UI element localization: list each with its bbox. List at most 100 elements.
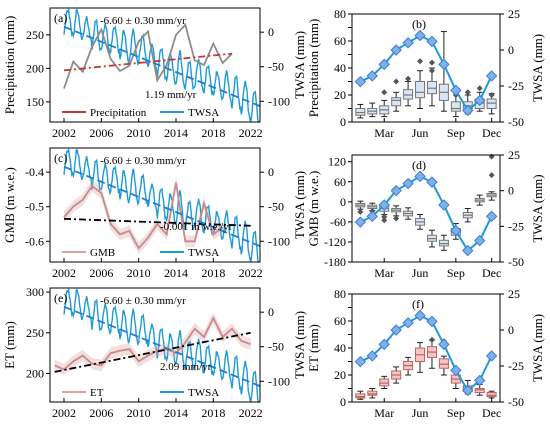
series-trend [63,52,233,72]
box-Dec [486,153,497,201]
x-tick-label: 2018 [201,126,225,140]
x-tick-label: Mar [374,406,394,420]
panel-a-frame [49,7,261,123]
x-tick-label: Jun [412,266,429,280]
panel-e: 2002 2006 2010 2014 2018 2022 200 250 300 -100 -50… [2,285,307,420]
twsa-marker [438,58,450,71]
box-outlier [428,59,435,66]
x-tick-label: 2002 [52,406,76,420]
twsa-marker [414,309,426,322]
box-Apr [391,205,402,222]
series-trend-annotation: 2.09 mm/yr [160,361,212,373]
y-tick-label: 300 [26,285,44,299]
twsa-line [63,147,260,263]
box-Aug [438,31,449,112]
y-tick-label: -0.4 [25,165,44,179]
y-tick-label: -0.5 [25,200,44,214]
y-tick-label: -60 [330,215,346,229]
twsa-marker [462,384,474,397]
y2-tick-label: 25 [508,7,520,21]
twsa-marker [426,315,438,328]
panel-d: -180 -120 -60 0 60 120 -50 -25 0 25 Mar Jun Sep Dec GM… [306,148,545,280]
panel-b: 0 20 40 60 80 -50 -25 0 25 Mar Jun Sep Dec Precipitat… [306,7,545,140]
box-outlier [381,213,388,220]
y-tick-label: -120 [324,235,346,249]
panel-label: (d) [412,158,426,172]
y2-axis-label: TWSA (mm) [530,34,545,102]
box-body [486,392,497,398]
panel-label: (c) [54,151,67,165]
y-tick-label: 200 [26,61,44,75]
box-Apr [391,366,402,384]
x-tick-label: Mar [374,266,394,280]
x-tick-label: 2022 [239,406,263,420]
box-outlier [381,89,388,96]
box-Jul [426,336,437,369]
box-Jan [355,103,366,119]
x-tick-label: Dec [482,126,501,140]
box-Jul [426,59,437,107]
y2-tick-label: -100 [268,94,290,108]
y2-tick-label: 0 [268,25,274,39]
y-axis-label: GMB (m w.e.) [2,167,17,243]
twsa-trend-annotation: -6.60 ± 0.30 mm/yr [100,155,186,167]
y2-tick-label: -25 [508,219,524,233]
box-outlier [357,208,364,215]
box-Mar [379,89,390,118]
box-body [474,388,485,394]
twsa-marker [426,176,438,188]
twsa-marker [366,350,378,362]
box-May [403,207,414,220]
y2-tick-label: 0 [268,165,274,179]
box-Jul [426,229,437,248]
y-axis-label: GMB (m w.e.) [306,171,321,247]
x-tick-label: Dec [482,406,501,420]
box-body [367,390,378,396]
x-tick-label: 2010 [127,126,151,140]
twsa-line [63,287,260,403]
panel-label: (a) [54,11,67,25]
twsa-marker [462,244,474,257]
x-tick-label: 2006 [89,126,113,140]
twsa-marker [390,44,402,56]
y-tick-label: 0 [340,395,346,409]
y2-tick-label: -100 [268,234,290,248]
twsa-marker [462,104,474,117]
box-outlier [405,75,412,82]
panel-f: 0 20 40 60 80 -50 -25 0 25 Mar Jun Sep Dec ET (mm) TWS… [306,287,545,420]
x-tick-label: 2022 [239,266,263,280]
panel-label: (e) [54,291,67,305]
series-band [64,176,223,254]
panel-b-frame [351,13,501,123]
box-Dec [486,92,497,115]
y-tick-label: 250 [26,326,44,340]
x-tick-label: 2014 [164,126,188,140]
twsa-marker [366,70,378,82]
box-outlier [488,172,495,179]
series-line [63,182,224,250]
box-outlier [381,217,388,224]
x-tick-label: 2002 [52,266,76,280]
y-axis-label: Precipitation (mm) [2,16,17,115]
y2-tick-label: 0 [508,323,514,337]
twsa-marker [474,374,486,387]
twsa-marker [474,94,486,107]
x-tick-label: 2014 [164,266,188,280]
x-tick-label: Sep [447,266,465,280]
twsa-marker [378,199,390,211]
twsa-marker [450,84,462,97]
twsa-marker [390,324,402,336]
box-Feb [367,388,378,399]
x-tick-label: Sep [447,406,465,420]
box-body [355,108,366,116]
twsa-marker [390,184,402,197]
twsa-marker [438,199,450,211]
y2-tick-label: -50 [268,340,284,354]
box-Oct [462,208,473,223]
y-axis-label: ET (mm) [2,321,17,369]
box-Jun [415,214,426,230]
panel-e-frame [49,287,261,403]
y2-tick-label: 0 [508,184,514,198]
x-tick-label: Jun [412,406,429,420]
